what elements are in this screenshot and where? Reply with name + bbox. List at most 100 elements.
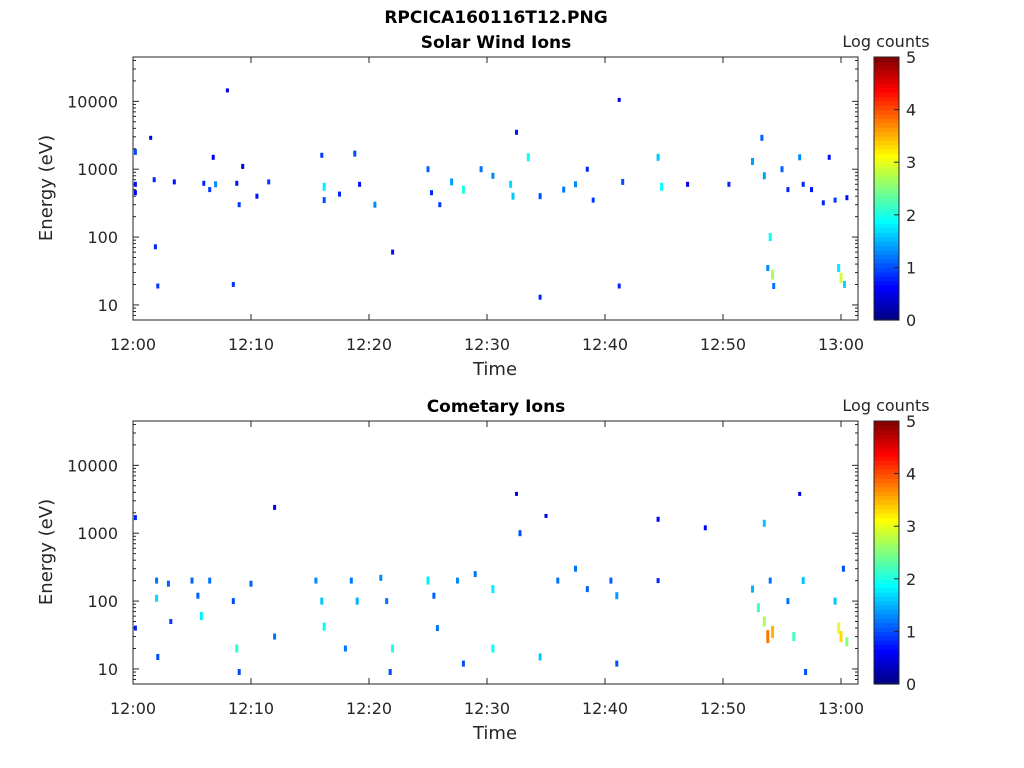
x-tick-label: 12:50 <box>700 335 746 354</box>
colorbar-segment <box>874 306 899 312</box>
spectrogram-cell <box>438 202 442 208</box>
colorbar-segment <box>874 539 899 545</box>
spectrogram-cell <box>231 282 235 287</box>
spectrogram-cell <box>461 660 465 667</box>
colorbar-segment <box>874 78 899 84</box>
x-tick-label: 12:30 <box>464 699 510 718</box>
spectrogram-cell <box>391 644 395 653</box>
spectrogram-cell <box>585 586 589 593</box>
spectrogram-area <box>133 491 849 675</box>
spectrogram-cell <box>190 577 194 584</box>
x-tick-label: 12:00 <box>110 699 156 718</box>
spectrogram-cell <box>509 180 513 188</box>
colorbar-segment <box>874 127 899 133</box>
spectrogram-cell <box>617 97 621 102</box>
colorbar-segment <box>874 648 899 654</box>
spectrogram-cell <box>149 135 153 140</box>
spectrogram-cell <box>355 597 359 605</box>
colorbar-segment <box>874 609 899 615</box>
colorbar-segment <box>874 499 899 505</box>
colorbar-segment <box>874 249 899 255</box>
colorbar-segment <box>874 210 899 216</box>
colorbar-segment <box>874 100 899 106</box>
colorbar-segment <box>874 662 899 668</box>
spectrogram-cell <box>322 182 326 191</box>
colorbar-segment <box>874 245 899 251</box>
spectrogram-cell <box>385 598 389 605</box>
x-axis-label: Time <box>472 359 517 380</box>
spectrogram-cell <box>491 644 495 653</box>
spectrogram-cell <box>574 565 577 572</box>
colorbar-segment <box>874 640 899 646</box>
colorbar-segment <box>874 504 899 510</box>
spectrogram-cell <box>461 185 465 194</box>
colorbar-tick-label: 0 <box>906 675 916 694</box>
colorbar-segment <box>874 232 899 238</box>
y-axis-label: Energy (eV) <box>36 135 57 241</box>
colorbar-segment <box>874 122 899 128</box>
colorbar-segment <box>874 631 899 637</box>
spectrogram-cell <box>756 603 760 613</box>
spectrogram-cell <box>338 191 341 197</box>
colorbar-segment <box>874 96 899 102</box>
spectrogram-cell <box>615 592 619 600</box>
spectrogram-cell <box>751 585 754 593</box>
colorbar-segment <box>874 131 899 137</box>
colorbar-segment <box>874 113 899 119</box>
colorbar-segment <box>874 276 899 282</box>
colorbar-tick-label: 1 <box>906 258 916 277</box>
spectrogram-cell <box>821 200 825 206</box>
spectrogram-cell <box>430 190 433 196</box>
colorbar-segment <box>874 508 899 514</box>
colorbar-segment <box>874 74 899 80</box>
colorbar-segment <box>874 517 899 523</box>
spectrogram-cell <box>322 197 326 204</box>
spectrogram-cell <box>780 166 784 173</box>
colorbar-label: Log counts <box>842 396 929 415</box>
colorbar-segment <box>874 561 899 567</box>
spectrogram-cell <box>762 172 766 180</box>
colorbar-segment <box>874 179 899 185</box>
colorbar-segment <box>874 184 899 190</box>
colorbar-segment <box>874 513 899 519</box>
x-tick-label: 12:30 <box>464 335 510 354</box>
spectrogram-cell <box>771 269 775 280</box>
colorbar-segment <box>874 464 899 470</box>
spectrogram-cell <box>839 272 843 283</box>
colorbar-segment <box>874 521 899 527</box>
colorbar-segment <box>874 298 899 304</box>
colorbar-segment <box>874 289 899 295</box>
y-axis-ticks: 10 100 1000 10000 <box>67 59 858 321</box>
spectrogram-cell <box>479 166 483 173</box>
spectrogram-cell <box>456 577 459 584</box>
spectrogram-cell <box>792 632 796 642</box>
spectrogram-cell <box>214 181 218 188</box>
spectrogram-cell <box>156 283 160 289</box>
spectrogram-cell <box>827 154 831 160</box>
spectrogram-cell <box>538 294 542 300</box>
colorbar-segment <box>874 548 899 554</box>
spectrogram-cell <box>155 594 159 602</box>
spectrogram-cell <box>231 598 235 605</box>
spectrogram-cell <box>379 574 383 581</box>
y-tick-label: 1000 <box>77 524 118 543</box>
colorbar-label: Log counts <box>842 32 929 51</box>
spectrogram-cell <box>426 576 430 585</box>
colorbar-segment <box>874 70 899 76</box>
spectrogram-cell <box>843 281 846 288</box>
colorbar-segment <box>874 670 899 676</box>
spectrogram-cell <box>766 265 770 271</box>
colorbar-segment <box>874 618 899 624</box>
x-tick-label: 12:20 <box>346 699 392 718</box>
x-axis-ticks: 12:00 12:10 12:20 12:30 12:40 12:50 13:00 <box>110 421 864 718</box>
colorbar-segment <box>874 456 899 462</box>
colorbar-segment <box>874 236 899 242</box>
plot-frame <box>132 56 859 321</box>
spectrogram-cell <box>837 622 841 634</box>
spectrogram-cell <box>156 654 160 660</box>
spectrogram-cell <box>801 181 805 187</box>
spectrogram-cell <box>617 283 621 289</box>
colorbar-segment <box>874 105 899 111</box>
colorbar-segment <box>874 188 899 194</box>
colorbar-segment <box>874 241 899 247</box>
